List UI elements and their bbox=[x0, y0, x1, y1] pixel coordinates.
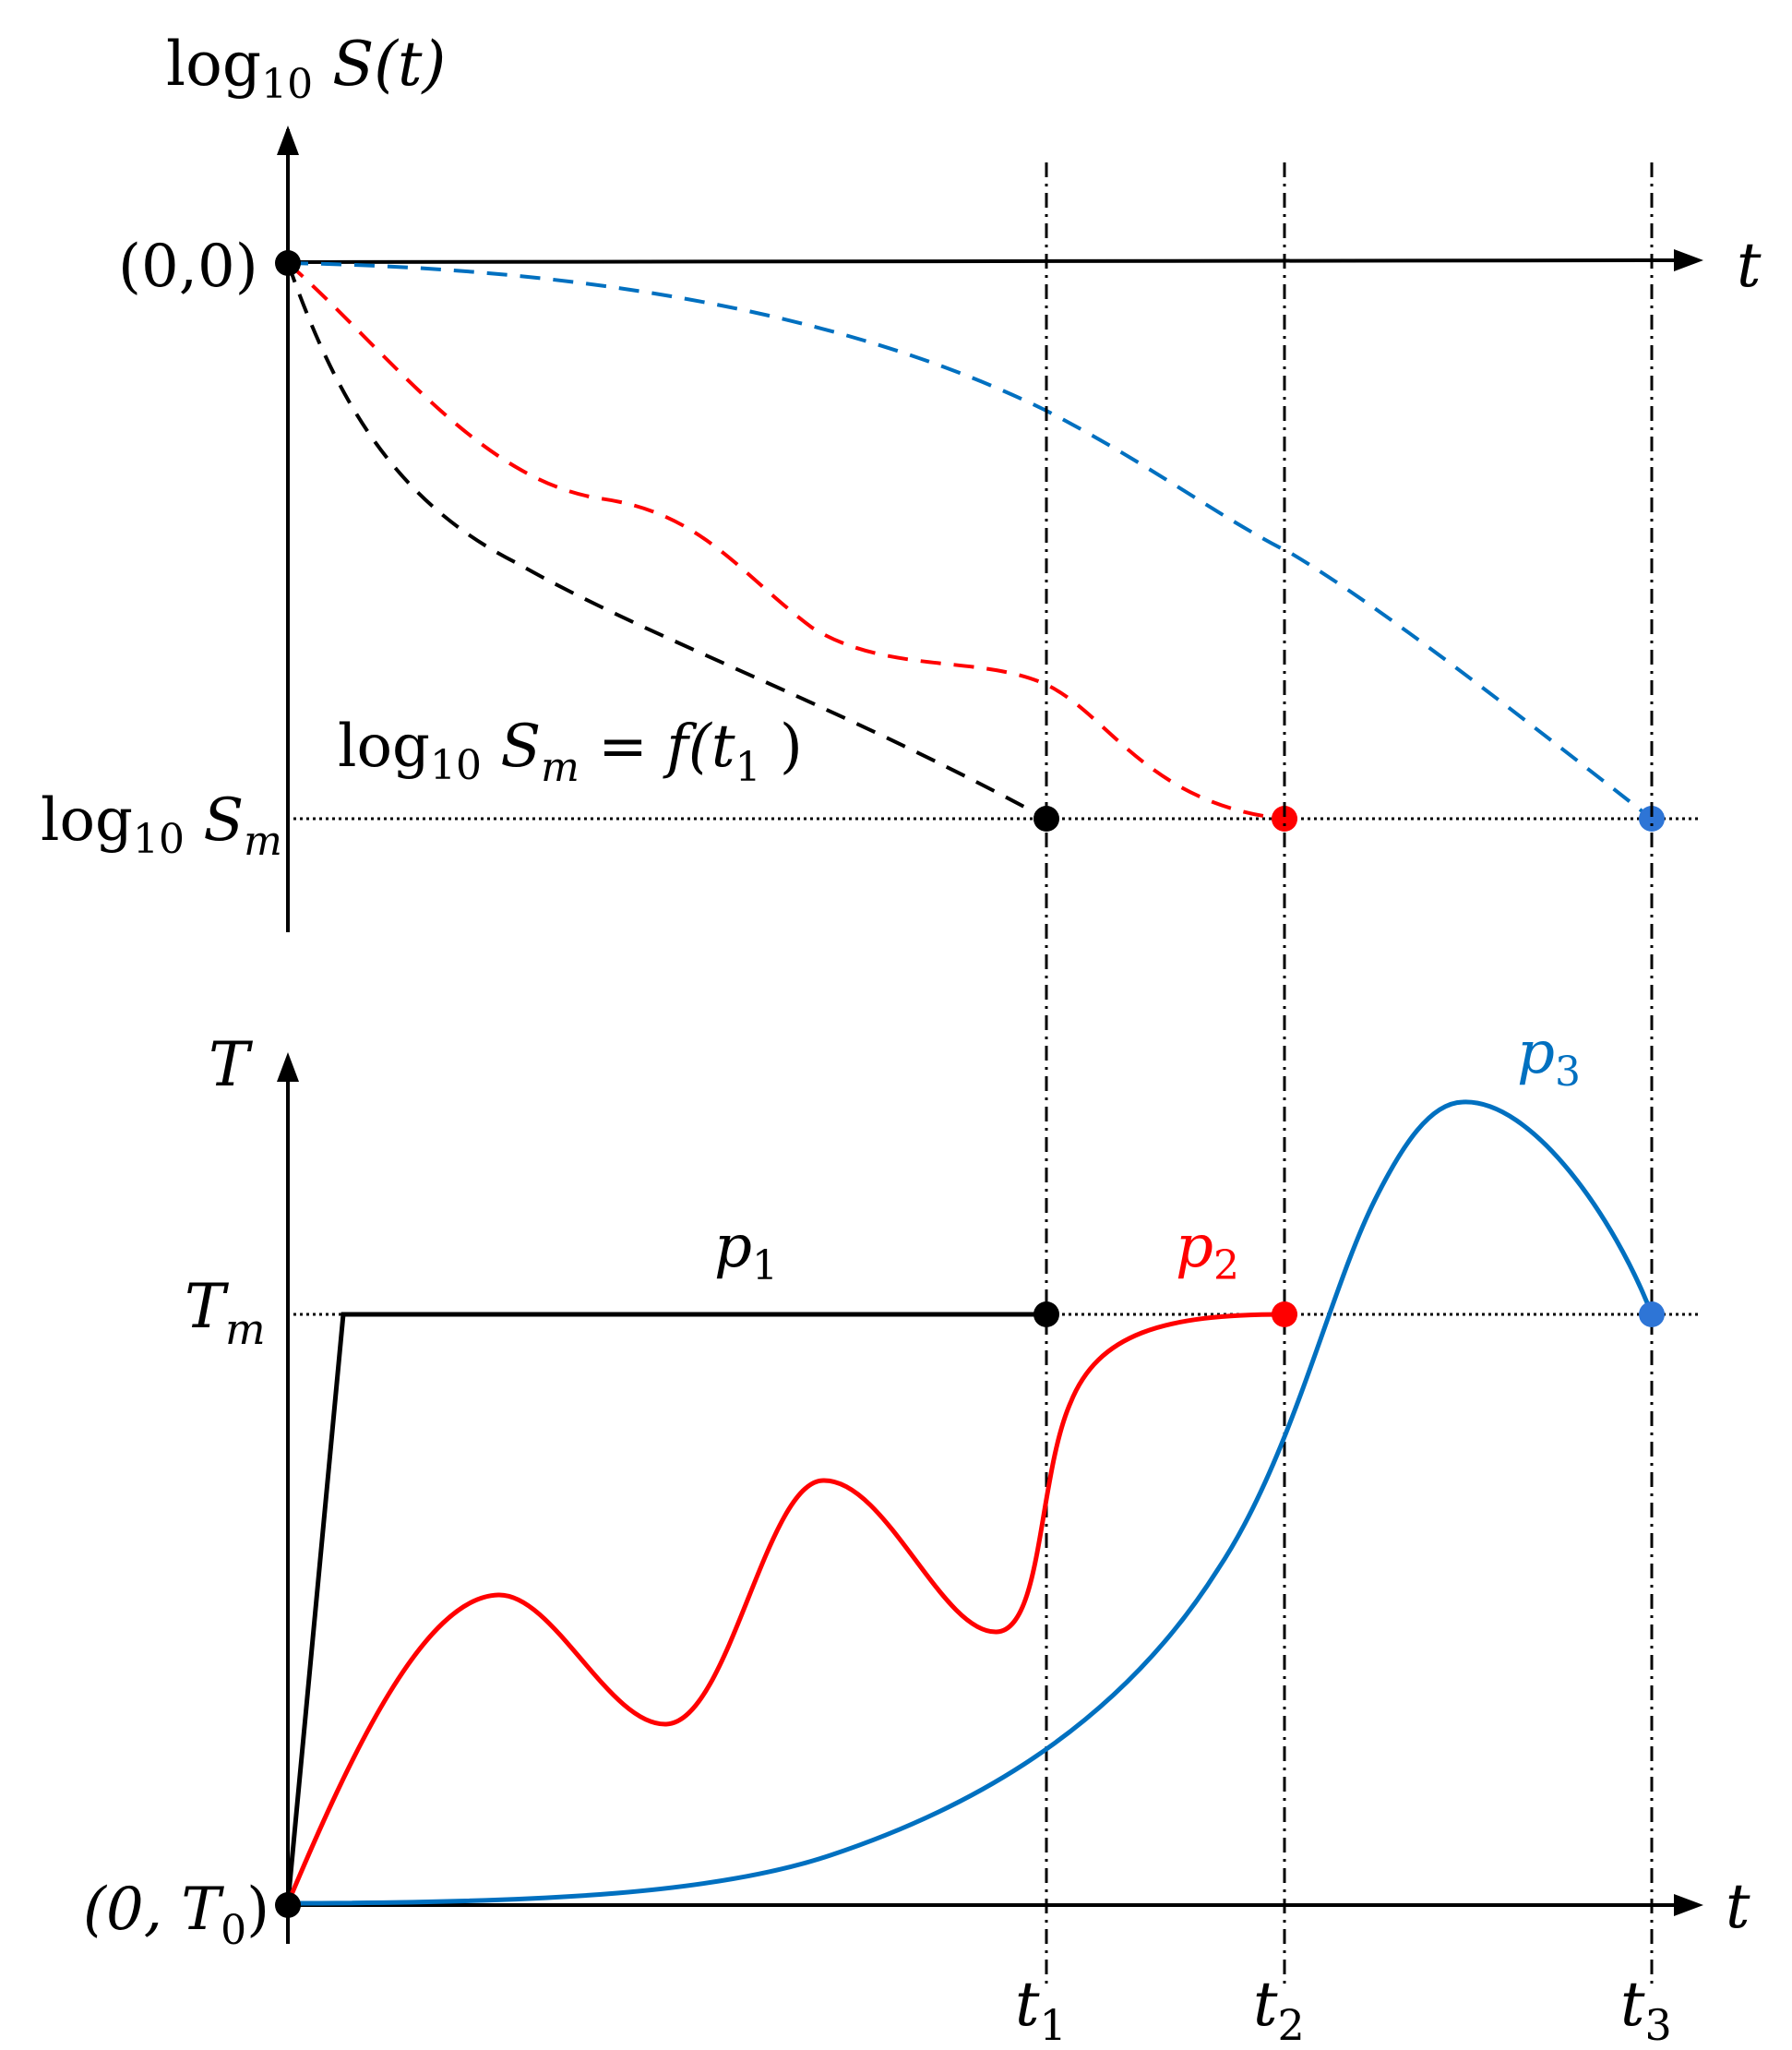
top-blue-curve bbox=[287, 261, 1654, 821]
top-x-axis bbox=[287, 258, 1682, 264]
t3-tick-label: t3 bbox=[1620, 1969, 1672, 2050]
sm-equation-label: log10 Sm = f(t1 ) bbox=[338, 713, 803, 791]
top-t2-marker bbox=[1272, 806, 1297, 832]
top-red-curve bbox=[286, 261, 1284, 821]
bottom-origin-marker bbox=[275, 1892, 301, 1918]
bottom-y-arrowhead bbox=[277, 1052, 299, 1082]
top-y-arrowhead bbox=[277, 126, 299, 155]
p1-curve bbox=[285, 1312, 1046, 1904]
tm-axis-label: Tm bbox=[185, 1271, 266, 1354]
top-origin-label: (0,0) bbox=[118, 233, 258, 301]
bottom-t2-marker bbox=[1272, 1301, 1297, 1327]
p3-label: p3 bbox=[1517, 1019, 1581, 1096]
p1-label: p1 bbox=[714, 1213, 778, 1289]
bottom-t1-marker bbox=[1033, 1301, 1059, 1327]
top-y-axis-label: log10 S(t) bbox=[166, 29, 446, 108]
bottom-y-axis-label: T bbox=[209, 1029, 254, 1100]
p2-label: p2 bbox=[1176, 1213, 1239, 1289]
sm-axis-label: log10 Sm bbox=[41, 786, 282, 865]
bottom-panel: T Tm (0, T0) t p1 p2 p3 t1 t2 t3 bbox=[83, 1019, 1750, 2050]
top-origin-marker bbox=[275, 250, 301, 276]
bottom-x-arrowhead bbox=[1674, 1894, 1703, 1916]
top-x-arrowhead bbox=[1674, 249, 1703, 271]
t1-tick-label: t1 bbox=[1015, 1969, 1067, 2050]
bottom-x-axis-label: t bbox=[1726, 1871, 1750, 1942]
t2-tick-label: t2 bbox=[1253, 1969, 1305, 2050]
p2-curve bbox=[285, 1312, 1285, 1904]
p3-curve bbox=[287, 1099, 1655, 1906]
top-x-axis-label: t bbox=[1737, 230, 1762, 301]
top-t3-marker bbox=[1639, 806, 1665, 832]
top-black-curve bbox=[286, 262, 1047, 821]
bottom-t3-marker bbox=[1639, 1301, 1665, 1327]
bottom-origin-label: (0, T0) bbox=[83, 1876, 269, 1954]
top-t1-marker bbox=[1033, 806, 1059, 832]
top-panel: log10 S(t) (0,0) t log10 Sm log10 Sm = f… bbox=[41, 29, 1762, 932]
